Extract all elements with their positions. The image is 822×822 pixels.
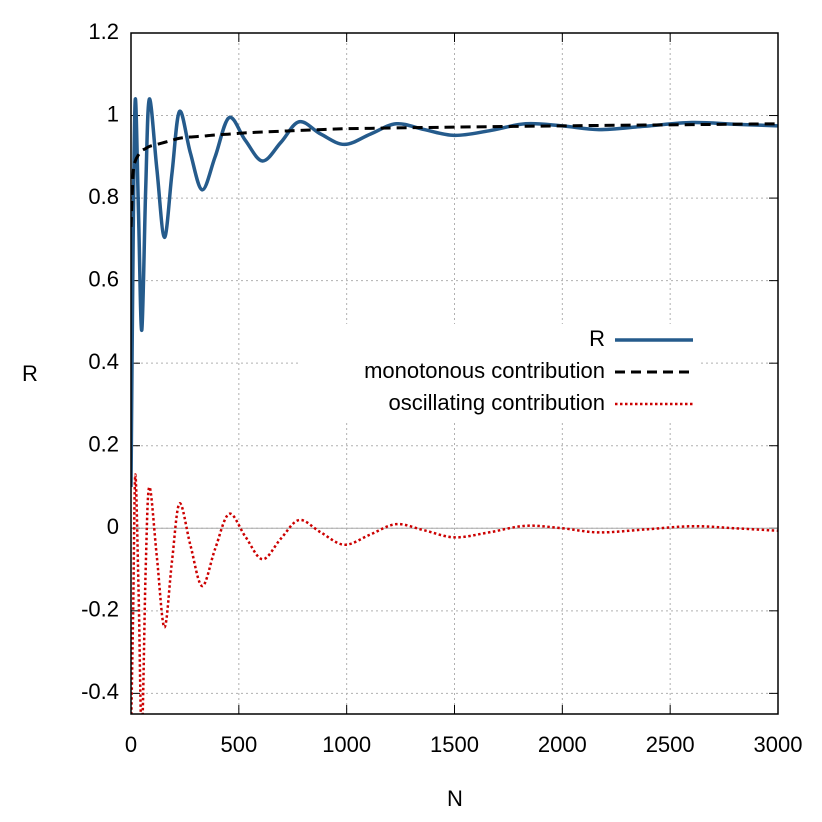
- plot-frame: [130, 32, 779, 715]
- y-tick-label: 0.8: [88, 184, 119, 209]
- y-tick-label: 0: [107, 514, 119, 539]
- y-axis-label: R: [22, 361, 38, 386]
- x-tick-label: 1500: [430, 732, 479, 757]
- y-tick-label: -0.4: [81, 679, 119, 704]
- y-tick-label: 0.2: [88, 432, 119, 457]
- x-axis-label: N: [447, 786, 463, 811]
- plot-lines: [131, 97, 778, 714]
- series-line: [131, 97, 778, 488]
- x-tick-label: 2500: [646, 732, 695, 757]
- legend-label: oscillating contribution: [389, 390, 605, 415]
- x-tick-label: 2000: [538, 732, 587, 757]
- y-tick-label: 0.4: [88, 349, 119, 374]
- legend-label: R: [589, 326, 605, 351]
- legend-label: monotonous contribution: [364, 358, 605, 383]
- y-tick-label: 0.6: [88, 266, 119, 291]
- x-tick-label: 1000: [322, 732, 371, 757]
- y-tick-label: 1.2: [88, 19, 119, 44]
- x-tick-label: 3000: [754, 732, 803, 757]
- y-tick-label: 1: [107, 101, 119, 126]
- x-tick-label: 0: [125, 732, 137, 757]
- y-tick-label: -0.2: [81, 597, 119, 622]
- x-tick-label: 500: [220, 732, 257, 757]
- series-line: [131, 122, 778, 228]
